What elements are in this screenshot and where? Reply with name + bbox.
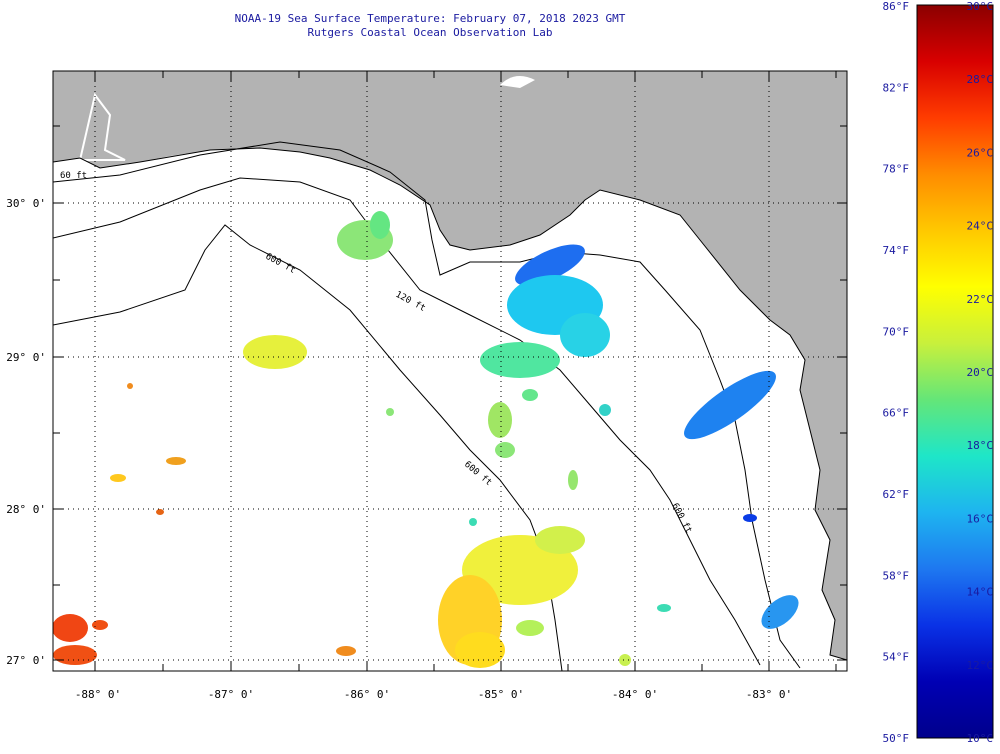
colorbar-f-label: 58°F: [883, 569, 910, 582]
colorbar-f-label: 50°F: [883, 732, 910, 745]
graticule: [53, 71, 847, 671]
colorbar-c-label: 14°C: [967, 586, 994, 599]
lat-label-29: 29° 0': [6, 351, 46, 364]
colorbar-f-label: 62°F: [883, 488, 910, 501]
colorbar-c-label: 12°C: [967, 659, 994, 672]
colorbar-c-label: 22°C: [967, 293, 994, 306]
lat-label-30: 30° 0': [6, 197, 46, 210]
lon-label-86: -86° 0': [344, 688, 390, 701]
colorbar-f-label: 82°F: [883, 81, 910, 94]
colorbar-f-label: 54°F: [883, 651, 910, 664]
isobath-120ft: [53, 177, 761, 666]
lon-label-85: -85° 0': [478, 688, 524, 701]
colorbar-fahrenheit-labels: 86°F 82°F 78°F 74°F 70°F 66°F 62°F 58°F 54°F 50°F: [883, 0, 910, 745]
colorbar-f-label: 66°F: [883, 407, 910, 420]
lon-label-87: -87° 0': [208, 688, 254, 701]
lon-label-84: -84° 0': [612, 688, 658, 701]
colorbar-f-label: 78°F: [883, 163, 910, 176]
lat-label-27: 27° 0': [6, 654, 46, 667]
lon-label-88: -88° 0': [75, 688, 121, 701]
colorbar-c-label: 30°C: [967, 0, 994, 13]
colorbar-f-label: 70°F: [883, 325, 910, 338]
frame-ticks: [53, 71, 847, 671]
colorbar-f-label: 86°F: [883, 0, 910, 13]
colorbar-f-label: 74°F: [883, 244, 910, 257]
map-title: NOAA-19 Sea Surface Temperature: Februar…: [234, 12, 626, 25]
colorbar-c-label: 20°C: [967, 366, 994, 379]
colorbar-c-label: 10°C: [967, 732, 994, 745]
land-panhandle: [53, 71, 847, 660]
coastline: [53, 147, 847, 661]
lon-label-83: -83° 0': [746, 688, 792, 701]
colorbar-c-label: 28°C: [967, 73, 994, 86]
map-frame: [52, 70, 848, 672]
colorbar-c-label: 18°C: [967, 439, 994, 452]
map-subtitle: Rutgers Coastal Ocean Observation Lab: [307, 26, 553, 39]
lat-label-28: 28° 0': [6, 503, 46, 516]
isobath-label-60ft: 60 ft: [60, 171, 87, 181]
sst-observations: [53, 211, 799, 668]
colorbar-c-label: 24°C: [967, 220, 994, 233]
colorbar: [916, 4, 994, 739]
colorbar-celsius-labels: 30°C 28°C 26°C 24°C 22°C 20°C 18°C 16°C 14°C 12°C…: [967, 0, 994, 745]
colorbar-c-label: 16°C: [967, 512, 994, 525]
colorbar-c-label: 26°C: [967, 146, 994, 159]
